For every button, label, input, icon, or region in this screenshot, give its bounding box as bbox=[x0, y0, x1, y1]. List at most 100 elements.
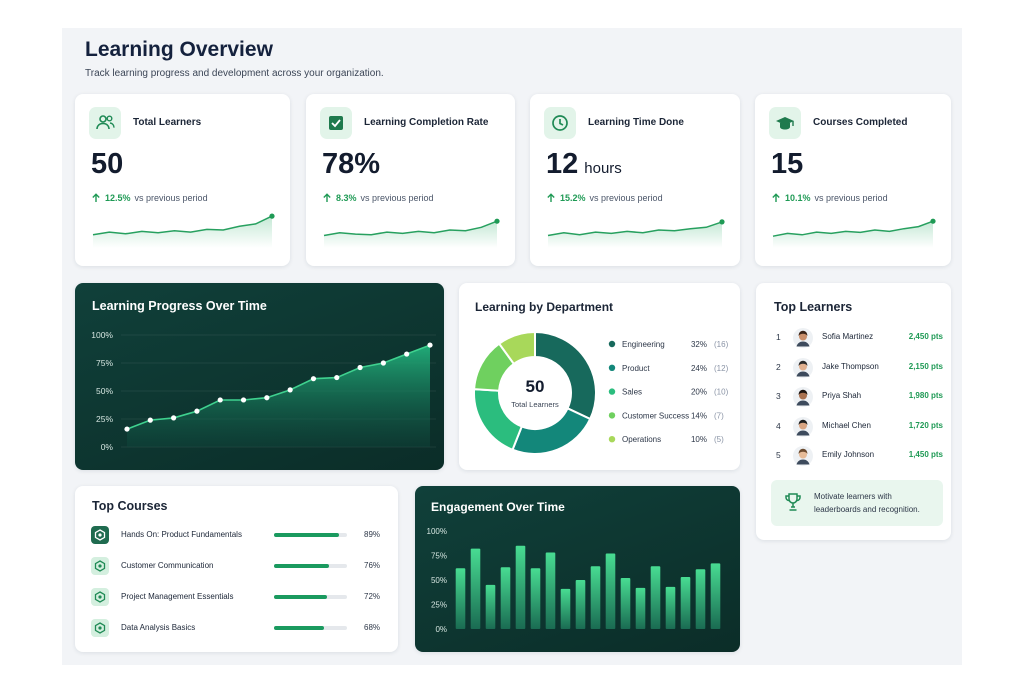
rank: 5 bbox=[776, 450, 781, 460]
kpi-value: 50 bbox=[91, 148, 124, 180]
note-box: Motivate learners with leaderboards and … bbox=[771, 480, 943, 526]
kpi-title: Learning Completion Rate bbox=[364, 117, 489, 128]
kpi-icon bbox=[769, 107, 801, 139]
legend-label: Engineering bbox=[622, 340, 665, 349]
progress-label: 76% bbox=[364, 561, 381, 570]
count-label: (7) bbox=[714, 411, 724, 420]
sparkline bbox=[323, 218, 500, 248]
up-arrow bbox=[323, 193, 331, 202]
bar bbox=[575, 580, 586, 629]
point bbox=[287, 387, 293, 393]
kpi-value-row: 78% bbox=[322, 148, 380, 181]
learner-name: Priya Shah bbox=[822, 391, 862, 400]
kpi-change-label: vs previous period bbox=[360, 193, 434, 203]
progress-fill bbox=[274, 533, 339, 537]
area bbox=[127, 345, 430, 447]
point bbox=[380, 360, 386, 366]
kpi-change-row: 10.1% vs previous period bbox=[771, 193, 888, 203]
course-icon bbox=[91, 557, 109, 575]
value-label: 14% bbox=[691, 411, 707, 420]
y-tick-label: 0% bbox=[101, 442, 114, 452]
sparkline-end bbox=[494, 218, 500, 224]
bar bbox=[665, 586, 676, 629]
learner-name: Jake Thompson bbox=[822, 361, 879, 371]
point bbox=[334, 374, 340, 381]
value-label: 24% bbox=[691, 364, 707, 373]
y-tick-label: 0% bbox=[435, 625, 447, 634]
y-tick-label: 25% bbox=[431, 601, 447, 610]
kpi-icon bbox=[89, 107, 121, 139]
note-text: Motivate learners with leaderboards and … bbox=[814, 492, 920, 514]
course-icon bbox=[91, 588, 109, 606]
progress-fill bbox=[274, 564, 330, 568]
point bbox=[240, 397, 247, 403]
progress-fill bbox=[274, 626, 324, 630]
legend-dot bbox=[608, 436, 616, 443]
sparkline-end bbox=[930, 218, 936, 224]
course-icon bbox=[91, 619, 109, 637]
up-arrow bbox=[92, 193, 100, 202]
kpi-value-row: 12 hours bbox=[546, 148, 622, 181]
learner-name: Emily Johnson bbox=[822, 450, 875, 459]
legend-label: Customer Success bbox=[622, 411, 689, 420]
donut-segment bbox=[511, 406, 592, 455]
count-label: (16) bbox=[714, 340, 729, 349]
bar bbox=[455, 568, 466, 629]
sparkline-line bbox=[323, 220, 498, 237]
learner-points: 2,150 pts bbox=[908, 361, 943, 371]
bar bbox=[695, 569, 706, 629]
sparkline-area bbox=[773, 221, 933, 248]
card-title: Top Courses bbox=[92, 499, 168, 513]
progress-track bbox=[274, 564, 347, 568]
bar bbox=[650, 566, 661, 629]
legend-dot bbox=[608, 412, 616, 419]
count-label: (5) bbox=[714, 435, 724, 444]
y-tick-label: 75% bbox=[431, 552, 447, 561]
center-label: Total Learners bbox=[511, 400, 559, 409]
kpi-title: Learning Time Done bbox=[588, 117, 684, 128]
point bbox=[171, 415, 177, 421]
chart-title: Learning Progress Over Time bbox=[92, 299, 267, 313]
bar bbox=[500, 567, 511, 629]
point bbox=[357, 364, 363, 371]
y-tick-label: 25% bbox=[96, 414, 113, 424]
line bbox=[126, 344, 431, 430]
kpi-change: 8.3% bbox=[336, 193, 357, 203]
sparkline bbox=[547, 219, 725, 248]
course-name: Project Management Essentials bbox=[121, 592, 234, 601]
sparkline-area bbox=[324, 221, 497, 248]
progress-label: 89% bbox=[364, 530, 381, 539]
top-learners-card: Top Learners 1 Sofia Martinez 2,450 pts 2 Ja… bbox=[756, 283, 951, 540]
avatar bbox=[793, 446, 813, 466]
kpi-value-row: 15 bbox=[771, 148, 803, 181]
rank: 1 bbox=[776, 332, 781, 342]
bar bbox=[515, 545, 526, 629]
bar bbox=[680, 577, 691, 629]
progress-card: Learning Progress Over Time 0% 25% 50% 75% 10… bbox=[75, 283, 444, 470]
sparkline-line bbox=[92, 215, 273, 236]
page-title: Learning Overview bbox=[85, 38, 273, 61]
learner-points: 1,450 pts bbox=[908, 450, 943, 459]
point bbox=[147, 417, 153, 423]
learner-points: 1,980 pts bbox=[908, 391, 943, 400]
y-tick-label: 50% bbox=[96, 386, 113, 396]
point bbox=[310, 376, 317, 382]
avatar bbox=[793, 416, 813, 437]
bar bbox=[485, 584, 496, 629]
donut-chart: Learning by Department Engineering 32% (16)… bbox=[473, 300, 729, 455]
bar bbox=[620, 578, 631, 629]
point bbox=[194, 408, 200, 414]
learner-points: 1,720 pts bbox=[908, 420, 943, 430]
progress-label: 72% bbox=[364, 592, 381, 601]
bar bbox=[560, 588, 571, 629]
line-chart: Learning Progress Over Time 0% 25% 50% 75% 10… bbox=[91, 299, 436, 452]
y-tick-label: 100% bbox=[427, 527, 447, 536]
bar bbox=[470, 548, 481, 629]
kpi-change-row: 15.2% vs previous period bbox=[546, 193, 663, 203]
avatar bbox=[793, 387, 813, 407]
chart-title: Learning by Department bbox=[475, 300, 613, 314]
learner-name: Michael Chen bbox=[822, 420, 871, 430]
course-name: Hands On: Product Fundamentals bbox=[121, 530, 242, 539]
point bbox=[404, 351, 410, 357]
kpi-change: 12.5% bbox=[105, 193, 131, 203]
